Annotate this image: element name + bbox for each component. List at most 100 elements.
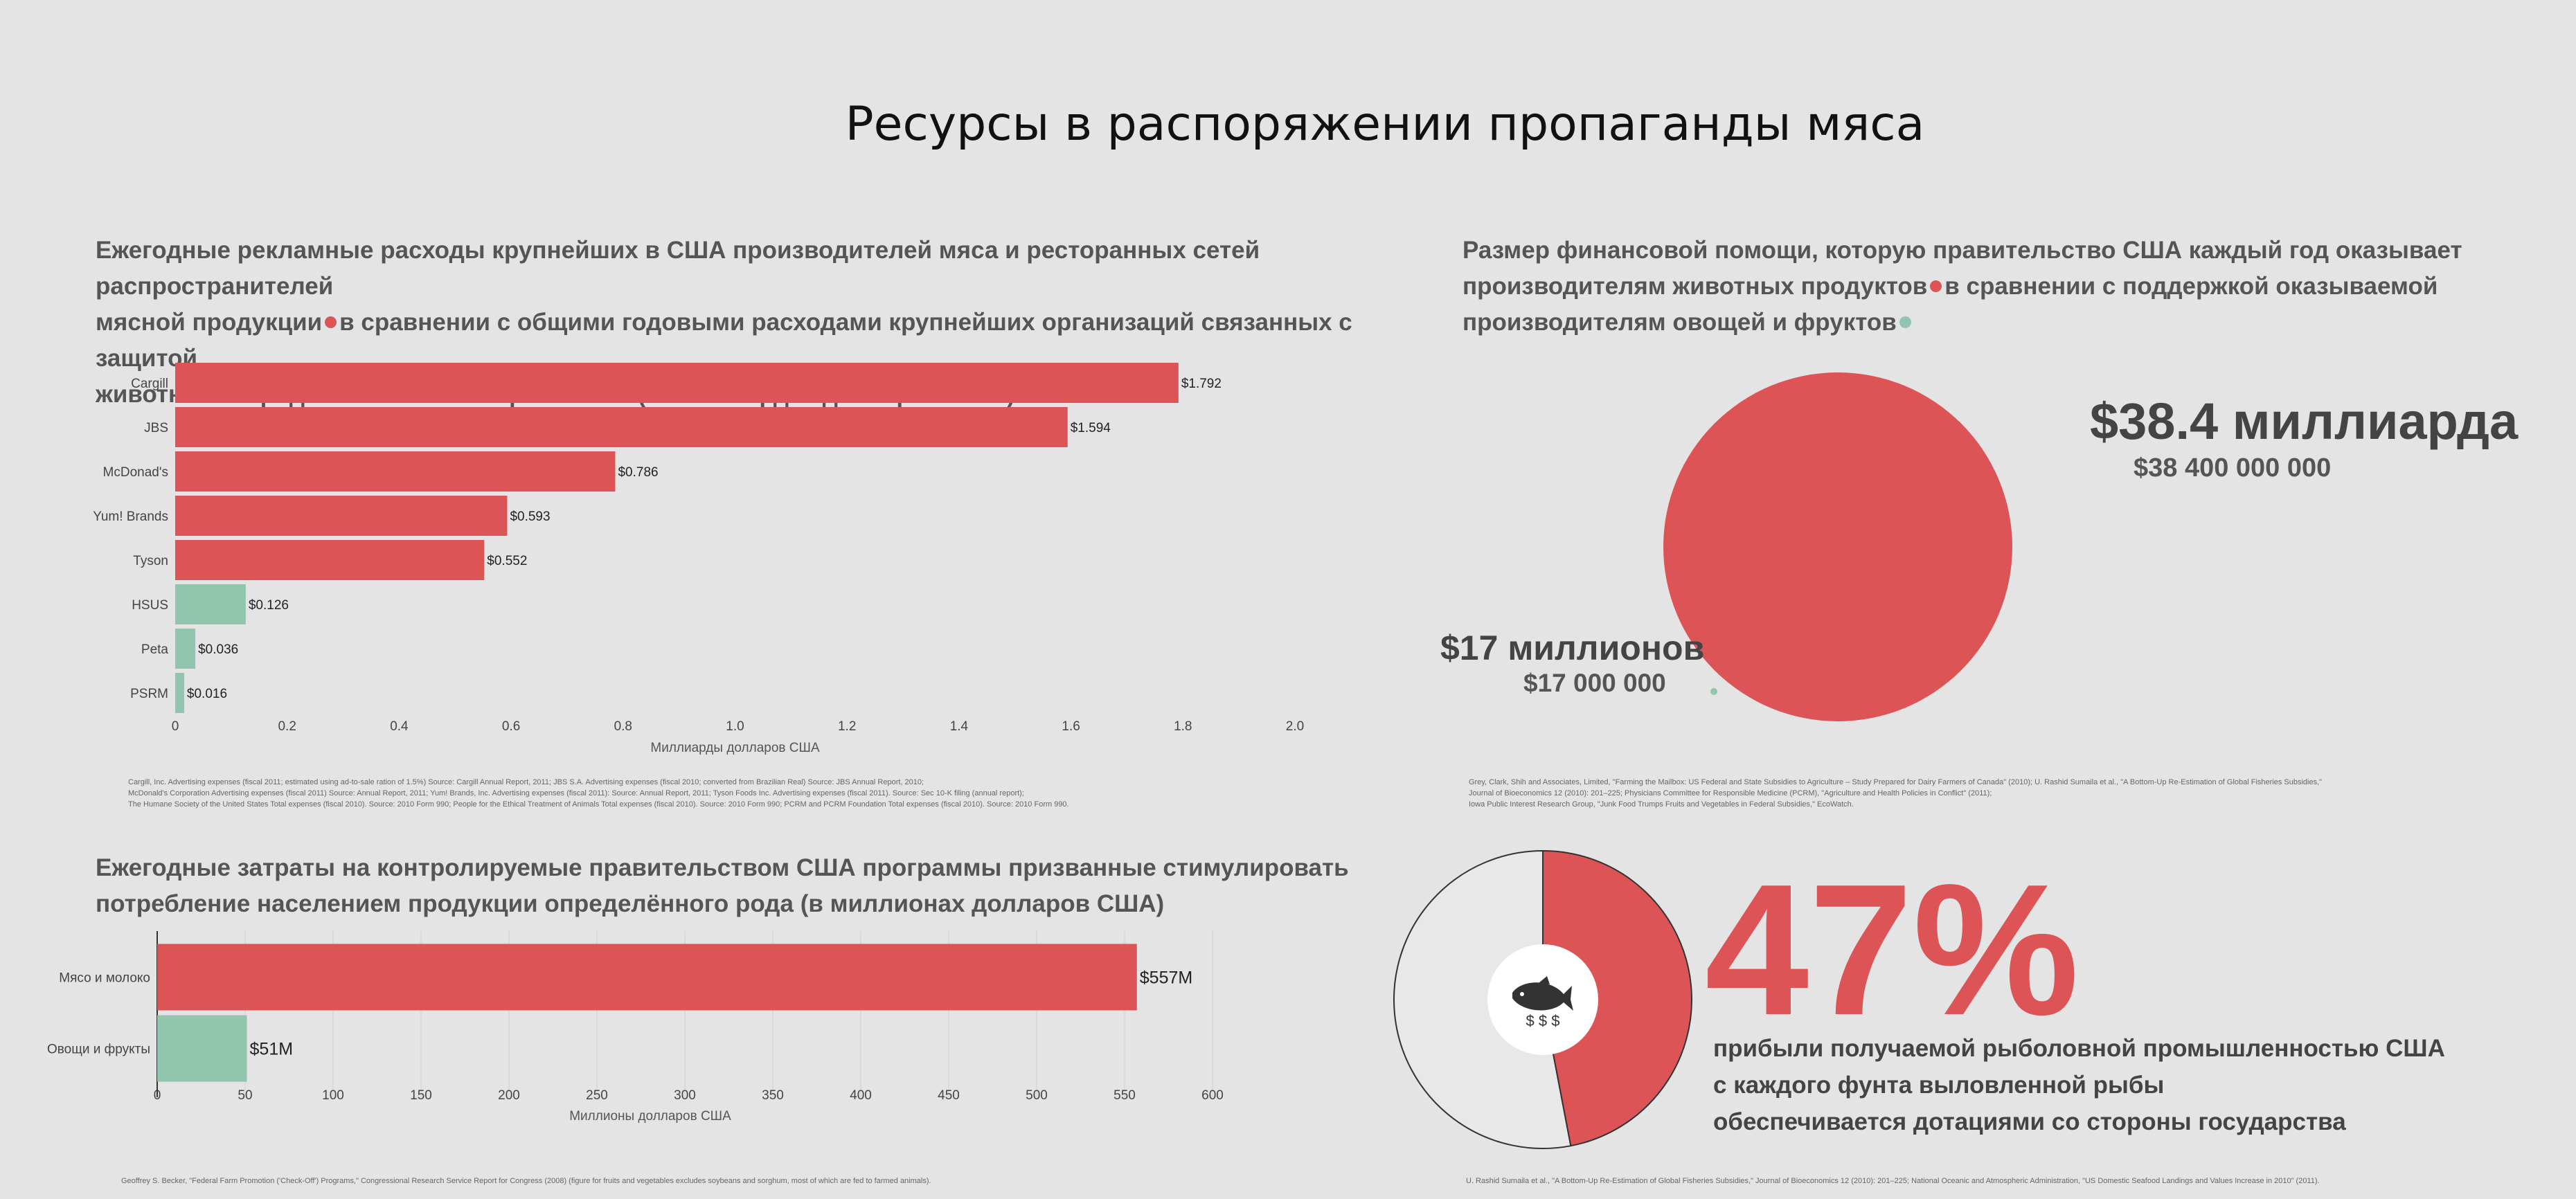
ad-spend-x-tick-label: 1.6 <box>1062 719 1080 734</box>
ad-spend-category-label: Cargill <box>131 377 168 391</box>
ad-spend-category-label: JBS <box>144 421 168 435</box>
plant-subsidy-label: $17 миллионов <box>1440 629 1705 667</box>
subsidy-heading-line-2a: производителям животных продуктов <box>1463 273 1928 300</box>
ad-spend-heading-line-2: мясной продукции в сравнении с общими год… <box>96 305 1439 377</box>
ad-spend-x-tick-label: 1.8 <box>1174 719 1192 734</box>
ad-spend-category-label: Tyson <box>133 554 168 568</box>
checkoff-x-tick-label: 100 <box>322 1088 344 1103</box>
checkoff-x-tick-label: 400 <box>850 1088 872 1103</box>
ad-spend-value-label: $0.016 <box>187 687 227 701</box>
checkoff-x-tick-label: 50 <box>238 1088 252 1103</box>
ad-spend-bar <box>175 673 184 713</box>
checkoff-heading-line-1: Ежегодные затраты на контролируемые прав… <box>96 854 1349 881</box>
subsidy-sources: Grey, Clark, Shih and Associates, Limite… <box>1469 777 2549 810</box>
ad-spend-bar <box>175 451 616 492</box>
ad-spend-bar-chart: Cargill $1.792 JBS $1.594 McDonad's $0.786 Yum… <box>93 363 1304 755</box>
subsidy-heading-line-2b: в сравнении с поддержкой оказываемой <box>1944 273 2438 300</box>
fisheries-description-line-1: прибыли получаемой рыболовной промышленн… <box>1713 1035 2445 1062</box>
meat-subsidy-label: $38.4 миллиарда <box>2090 393 2519 450</box>
checkoff-x-tick-label: 500 <box>1026 1088 1048 1103</box>
ad-spend-value-label: $0.126 <box>249 598 289 613</box>
checkoff-x-tick-label: 250 <box>586 1088 608 1103</box>
checkoff-x-tick-label: 150 <box>410 1088 432 1103</box>
fisheries-source: U. Rashid Sumaila et al., "A Bottom-Up R… <box>1466 1177 2320 1185</box>
ad-spend-x-tick-label: 0.4 <box>390 719 409 734</box>
ad-spend-value-label: $0.593 <box>510 510 550 524</box>
ad-spend-category-label: Yum! Brands <box>93 510 168 524</box>
plant-subsidy-sublabel: $17 000 000 <box>1523 669 1666 697</box>
fisheries-pie-chart: $ $ $ <box>1393 849 1692 1149</box>
ad-spend-source-line-1: Cargill, Inc. Advertising expenses (fisc… <box>128 778 924 786</box>
plant-legend-dot <box>1899 316 1911 329</box>
checkoff-bar <box>157 944 1137 1011</box>
ad-spend-heading-line-2a: мясной продукции <box>96 309 323 336</box>
plant-subsidy-bubble <box>1710 688 1717 695</box>
ad-spend-x-tick-label: 0.8 <box>614 719 632 734</box>
ad-spend-x-tick-label: 0.6 <box>502 719 520 734</box>
checkoff-x-tick-label: 350 <box>762 1088 784 1103</box>
ad-spend-source-line-2: McDonald's Corporation Advertising expen… <box>128 789 1024 797</box>
ad-spend-category-label: Peta <box>141 642 169 657</box>
subsidy-heading-line-2: производителям животных продуктов в сравн… <box>1463 269 2543 305</box>
dollar-signs: $ $ $ <box>1526 1012 1560 1029</box>
ad-spend-sources: Cargill, Inc. Advertising expenses (fisc… <box>128 777 1375 810</box>
fisheries-description: прибыли получаемой рыболовной промышленн… <box>1713 1030 2544 1140</box>
ad-spend-x-tick-label: 1.0 <box>726 719 744 734</box>
subsidy-heading: Размер финансовой помощи, которую правит… <box>1463 233 2543 341</box>
fish-icon <box>1512 976 1573 1011</box>
ad-spend-value-label: $0.036 <box>198 642 238 657</box>
ad-spend-source-line-3: The Humane Society of the United States … <box>128 800 1069 809</box>
ad-spend-x-tick-label: 1.4 <box>950 719 969 734</box>
subsidy-heading-line-1: Размер финансовой помощи, которую правит… <box>1463 237 2462 264</box>
checkoff-category-label: Мясо и молоко <box>59 971 150 986</box>
meat-subsidy-bubble <box>1663 372 2012 721</box>
ad-spend-category-label: McDonad's <box>103 465 168 480</box>
ad-spend-bar <box>175 540 485 580</box>
checkoff-value-label: $51M <box>250 1040 294 1059</box>
checkoff-x-tick-label: 300 <box>674 1088 696 1103</box>
subsidy-bubble-chart <box>1663 372 2012 721</box>
subsidy-source-line-3: Iowa Public Interest Research Group, "Ju… <box>1469 800 1854 809</box>
ad-spend-value-label: $0.786 <box>618 465 658 480</box>
pie-slice-other <box>1393 849 1572 1149</box>
ad-spend-bar <box>175 407 1068 447</box>
checkoff-x-tick-label: 550 <box>1113 1088 1136 1103</box>
pie-slice-subsidized <box>1542 849 1692 1147</box>
checkoff-heading: Ежегодные затраты на контролируемые прав… <box>96 850 1411 922</box>
ad-spend-x-tick-label: 0 <box>172 719 179 734</box>
checkoff-x-axis-title: Миллионы долларов США <box>569 1109 731 1124</box>
ad-spend-x-axis-title: Миллиарды долларов США <box>650 741 820 755</box>
subsidy-heading-line-3: производителям овощей и фруктов <box>1463 305 2543 341</box>
checkoff-x-tick-label: 600 <box>1201 1088 1224 1103</box>
ad-spend-x-tick-label: 1.2 <box>838 719 856 734</box>
ad-spend-bar <box>175 584 246 624</box>
checkoff-heading-line-2: потребление населением продукции определ… <box>96 890 1165 917</box>
subsidy-source-line-2: Journal of Bioeconomics 12 (2010): 201–2… <box>1469 789 1992 797</box>
meat-subsidy-sublabel: $38 400 000 000 <box>2134 453 2332 483</box>
checkoff-value-label: $557M <box>1140 968 1192 988</box>
fisheries-percent-label: 47% <box>1705 846 2079 1054</box>
ad-spend-bar <box>175 496 508 536</box>
ad-spend-value-label: $1.594 <box>1071 421 1111 435</box>
ad-spend-heading-line-2b: в сравнении с общими годовыми расходами … <box>96 309 1352 372</box>
ad-spend-x-tick-label: 0.2 <box>278 719 296 734</box>
ad-spend-category-label: PSRM <box>130 687 168 701</box>
subsidy-heading-line-3a: производителям овощей и фруктов <box>1463 309 1897 336</box>
ad-spend-heading-line-1: Ежегодные рекламные расходы крупнейших в… <box>96 237 1260 300</box>
subsidy-source-line-1: Grey, Clark, Shih and Associates, Limite… <box>1469 778 2323 786</box>
ad-spend-category-label: HSUS <box>132 598 168 613</box>
page-title: Ресурсы в распоряжении пропаганды мяса <box>845 97 1925 152</box>
checkoff-category-label: Овощи и фрукты <box>47 1043 150 1057</box>
fisheries-description-line-2: с каждого фунта выловленной рыбы <box>1713 1072 2165 1099</box>
ad-spend-bar <box>175 629 196 669</box>
meat-legend-dot-2 <box>1930 280 1942 293</box>
checkoff-bar <box>157 1015 247 1082</box>
checkoff-bar-chart: 050100150200250300350400450500550600Мясо… <box>47 931 1224 1124</box>
ad-spend-x-tick-label: 2.0 <box>1286 719 1304 734</box>
ad-spend-bar <box>175 363 1179 403</box>
checkoff-x-tick-label: 200 <box>498 1088 520 1103</box>
ad-spend-value-label: $1.792 <box>1181 377 1222 391</box>
fisheries-description-line-3: обеспечивается дотациями со стороны госу… <box>1713 1108 2346 1135</box>
checkoff-x-tick-label: 450 <box>938 1088 960 1103</box>
checkoff-source: Geoffrey S. Becker, "Federal Farm Promot… <box>121 1177 931 1185</box>
